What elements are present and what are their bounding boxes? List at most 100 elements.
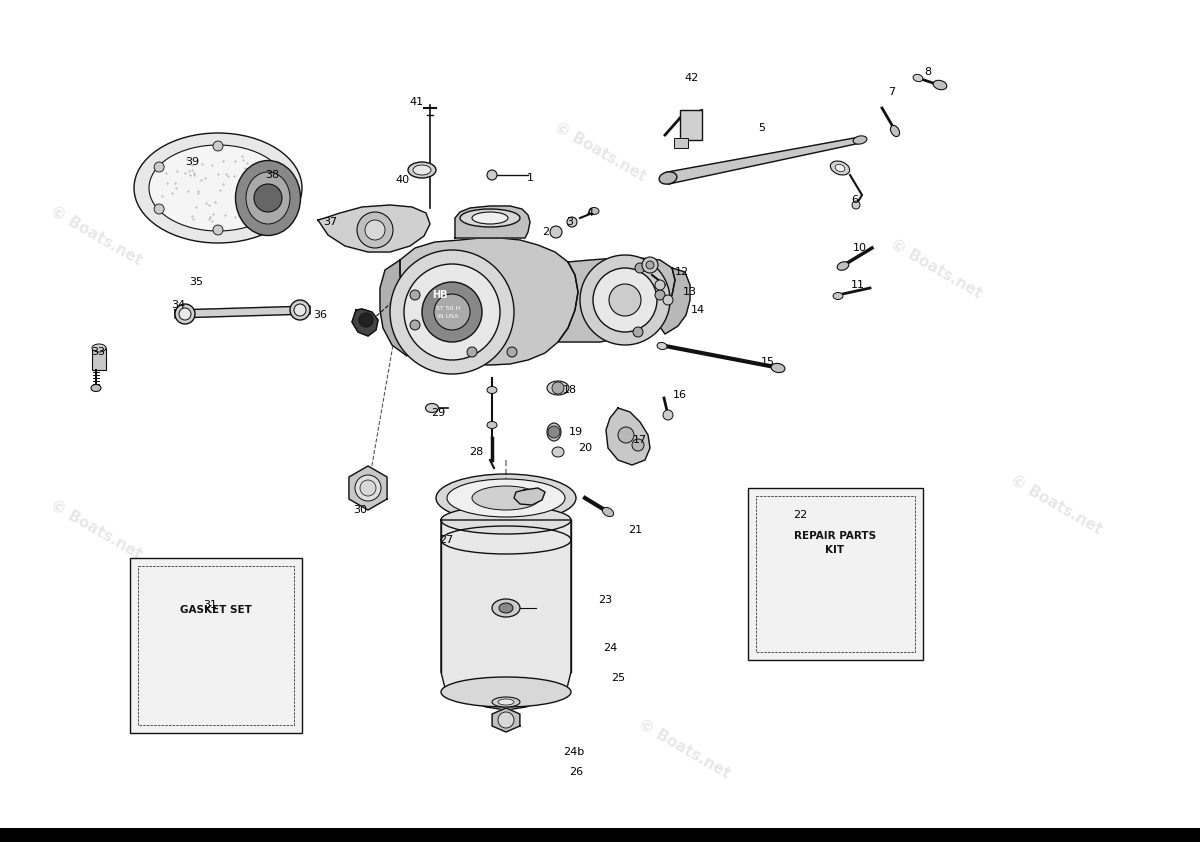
Text: 6: 6 bbox=[852, 195, 858, 205]
Circle shape bbox=[358, 212, 394, 248]
Ellipse shape bbox=[890, 125, 900, 136]
Text: 39: 39 bbox=[185, 157, 199, 167]
Bar bbox=[756, 496, 916, 652]
Ellipse shape bbox=[498, 699, 514, 705]
Ellipse shape bbox=[487, 422, 497, 429]
Circle shape bbox=[498, 712, 514, 728]
Circle shape bbox=[355, 475, 382, 501]
Text: 4: 4 bbox=[587, 208, 594, 218]
Circle shape bbox=[467, 347, 478, 357]
Ellipse shape bbox=[487, 386, 497, 393]
Circle shape bbox=[634, 327, 643, 337]
Ellipse shape bbox=[589, 207, 599, 215]
Polygon shape bbox=[318, 205, 430, 252]
Text: 31: 31 bbox=[203, 600, 217, 610]
Text: © Boats.net: © Boats.net bbox=[48, 204, 144, 268]
Ellipse shape bbox=[149, 145, 287, 231]
Circle shape bbox=[154, 204, 164, 214]
Polygon shape bbox=[492, 708, 520, 732]
Polygon shape bbox=[400, 238, 578, 365]
Text: 24b: 24b bbox=[563, 747, 584, 757]
Text: 22: 22 bbox=[793, 510, 808, 520]
Circle shape bbox=[390, 250, 514, 374]
Text: 29: 29 bbox=[431, 408, 445, 418]
Ellipse shape bbox=[772, 364, 785, 373]
Circle shape bbox=[642, 257, 658, 273]
Text: 34: 34 bbox=[170, 300, 185, 310]
Ellipse shape bbox=[472, 486, 540, 510]
Text: 21: 21 bbox=[628, 525, 642, 535]
Ellipse shape bbox=[446, 479, 565, 517]
Circle shape bbox=[272, 204, 282, 214]
Text: 27: 27 bbox=[439, 535, 454, 545]
Circle shape bbox=[410, 290, 420, 300]
Ellipse shape bbox=[92, 344, 106, 352]
Ellipse shape bbox=[830, 161, 850, 175]
Circle shape bbox=[593, 268, 658, 332]
Text: 23: 23 bbox=[598, 595, 612, 605]
Circle shape bbox=[550, 226, 562, 238]
Text: 25: 25 bbox=[611, 673, 625, 683]
Text: 30: 30 bbox=[353, 505, 367, 515]
Ellipse shape bbox=[499, 603, 514, 613]
Circle shape bbox=[655, 280, 665, 290]
Circle shape bbox=[365, 220, 385, 240]
Circle shape bbox=[662, 410, 673, 420]
Circle shape bbox=[359, 313, 373, 327]
Text: 35: 35 bbox=[190, 277, 203, 287]
Circle shape bbox=[852, 201, 860, 209]
Polygon shape bbox=[442, 520, 571, 710]
Text: 14: 14 bbox=[691, 305, 706, 315]
Ellipse shape bbox=[413, 165, 431, 175]
Polygon shape bbox=[380, 260, 414, 356]
Text: 10: 10 bbox=[853, 243, 866, 253]
Text: 11: 11 bbox=[851, 280, 865, 290]
Ellipse shape bbox=[442, 677, 571, 707]
Ellipse shape bbox=[913, 74, 923, 82]
Text: 19: 19 bbox=[569, 427, 583, 437]
Circle shape bbox=[646, 261, 654, 269]
Ellipse shape bbox=[547, 381, 569, 395]
Text: © Boats.net: © Boats.net bbox=[888, 237, 984, 301]
Text: 20: 20 bbox=[578, 443, 592, 453]
Ellipse shape bbox=[838, 262, 848, 270]
Polygon shape bbox=[175, 306, 310, 318]
Text: 15: 15 bbox=[761, 357, 775, 367]
Bar bbox=[138, 566, 294, 725]
Circle shape bbox=[662, 295, 673, 305]
Text: 37: 37 bbox=[323, 217, 337, 227]
Text: ST 50 H: ST 50 H bbox=[436, 306, 460, 311]
Text: 12: 12 bbox=[674, 267, 689, 277]
Text: 5: 5 bbox=[758, 123, 766, 133]
Text: HB: HB bbox=[432, 290, 448, 300]
Ellipse shape bbox=[833, 292, 842, 300]
Text: © Boats.net: © Boats.net bbox=[552, 120, 648, 184]
Ellipse shape bbox=[835, 164, 845, 172]
Bar bbox=[0, 828, 1200, 842]
Circle shape bbox=[290, 300, 310, 320]
Circle shape bbox=[434, 294, 470, 330]
Ellipse shape bbox=[472, 212, 508, 224]
Ellipse shape bbox=[408, 162, 436, 178]
Text: © Boats.net: © Boats.net bbox=[636, 717, 732, 781]
Polygon shape bbox=[352, 309, 378, 336]
Circle shape bbox=[508, 347, 517, 357]
Bar bbox=[130, 558, 302, 733]
Text: 13: 13 bbox=[683, 287, 697, 297]
Ellipse shape bbox=[426, 403, 438, 413]
Text: 17: 17 bbox=[632, 435, 647, 445]
Circle shape bbox=[154, 162, 164, 172]
Circle shape bbox=[214, 141, 223, 151]
Text: 26: 26 bbox=[569, 767, 583, 777]
Circle shape bbox=[214, 225, 223, 235]
Circle shape bbox=[618, 427, 634, 443]
Polygon shape bbox=[667, 137, 860, 184]
Text: 18: 18 bbox=[563, 385, 577, 395]
Bar bbox=[748, 488, 923, 660]
Text: 24: 24 bbox=[602, 643, 617, 653]
Circle shape bbox=[404, 264, 500, 360]
Bar bbox=[680, 110, 702, 140]
Circle shape bbox=[655, 290, 665, 300]
Ellipse shape bbox=[442, 506, 571, 534]
Circle shape bbox=[422, 282, 482, 342]
